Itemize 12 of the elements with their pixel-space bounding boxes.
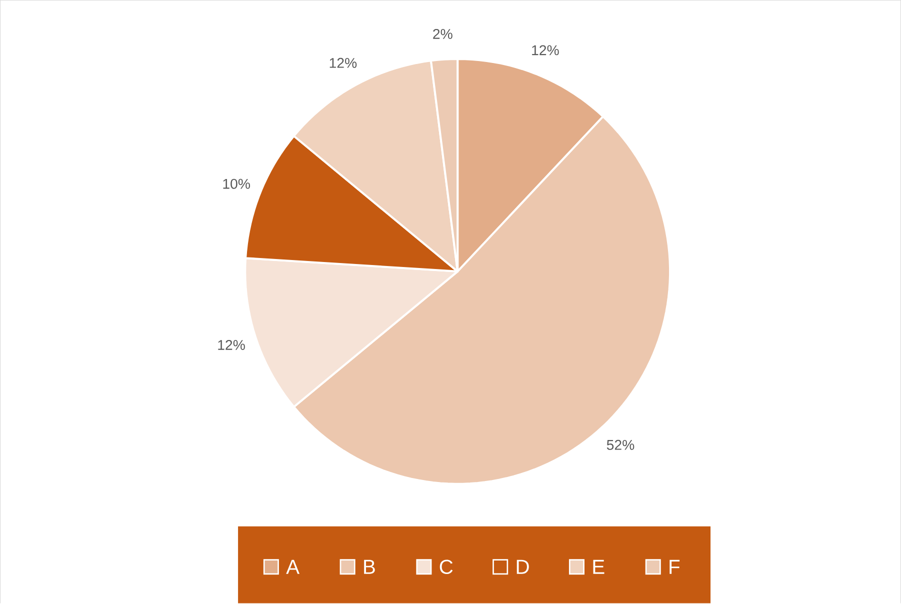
data-label: 12%: [218, 340, 245, 350]
legend-label: B: [364, 560, 375, 574]
legend-label: D: [516, 560, 529, 574]
legend-label: A: [286, 560, 300, 574]
legend-label: F: [670, 560, 680, 574]
legend-label: E: [593, 560, 604, 574]
data-label: 12%: [330, 58, 357, 68]
data-label: 12%: [532, 45, 559, 56]
data-label: 2%: [433, 29, 452, 40]
data-label: 10%: [223, 179, 250, 190]
data-label: 52%: [606, 440, 634, 450]
legend-label: C: [440, 560, 453, 574]
